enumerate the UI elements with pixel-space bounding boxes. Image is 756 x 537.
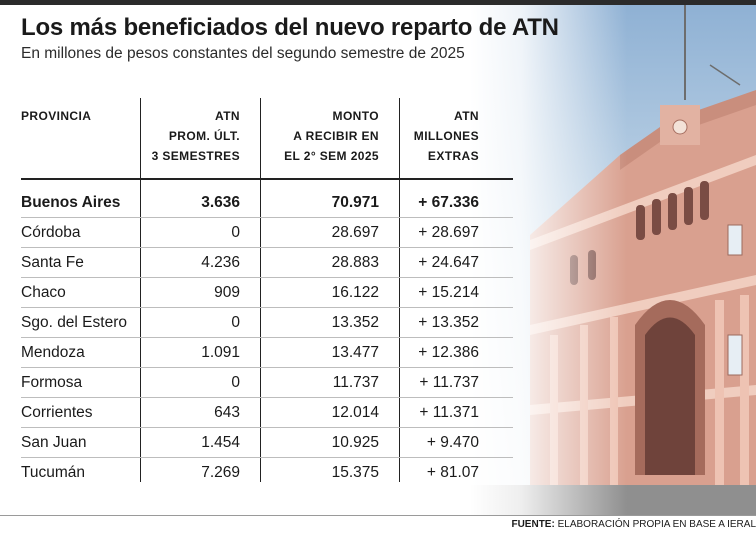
page-title: Los más beneficiados del nuevo reparto d… [21, 14, 559, 41]
cell-atn-prom: 909 [214, 284, 240, 301]
cell-monto: 11.737 [332, 374, 379, 391]
cell-extras: + 81.07 [426, 464, 479, 481]
header-line: PROVINCIA [21, 109, 92, 123]
cell-atn-prom: 1.091 [201, 344, 240, 361]
top-rule [0, 0, 756, 5]
table-row: Mendoza 1.091 13.477 + 12.386 [21, 338, 513, 368]
header-line: A RECIBIR EN [293, 129, 379, 143]
cell-provincia: Corrientes [21, 404, 93, 421]
header-provincia: PROVINCIA [21, 98, 136, 186]
column-divider [260, 98, 261, 482]
column-divider [399, 98, 400, 482]
table-row: San Juan 1.454 10.925 + 9.470 [21, 428, 513, 458]
source-label: FUENTE: [511, 519, 555, 530]
cell-provincia: Chaco [21, 284, 66, 301]
cell-extras: + 28.697 [418, 224, 479, 241]
cell-monto: 13.477 [331, 344, 379, 361]
table-row: Chaco 909 16.122 + 15.214 [21, 278, 513, 308]
table-row: Tucumán 7.269 15.375 + 81.07 [21, 458, 513, 488]
row-rule [21, 217, 513, 218]
row-rule [21, 277, 513, 278]
cell-extras: + 67.336 [418, 194, 479, 211]
header-rule [21, 178, 513, 180]
cell-extras: + 13.352 [418, 314, 479, 331]
cell-extras: + 11.737 [419, 374, 479, 391]
cell-atn-prom: 7.269 [201, 464, 240, 481]
table-row: Córdoba 0 28.697 + 28.697 [21, 218, 513, 248]
cell-monto: 12.014 [331, 404, 379, 421]
cell-extras: + 15.214 [418, 284, 479, 301]
cell-monto: 16.122 [331, 284, 379, 301]
cell-monto: 13.352 [331, 314, 379, 331]
cell-monto: 10.925 [331, 434, 379, 451]
table-row: Buenos Aires 3.636 70.971 + 67.336 [21, 188, 513, 218]
cell-provincia: Mendoza [21, 344, 85, 361]
cell-provincia: Buenos Aires [21, 194, 121, 211]
header-line: ATN [215, 109, 240, 123]
row-rule [21, 397, 513, 398]
row-rule [21, 367, 513, 368]
photo-fade-overlay [470, 5, 756, 515]
cell-atn-prom: 0 [231, 374, 240, 391]
cell-provincia: Tucumán [21, 464, 86, 481]
cell-monto: 70.971 [331, 194, 379, 211]
header-monto: MONTO A RECIBIR EN EL 2° SEM 2025 [261, 98, 379, 186]
cell-provincia: Córdoba [21, 224, 81, 241]
cell-provincia: Formosa [21, 374, 83, 391]
header-line: MILLONES [413, 129, 479, 143]
header-atn-prom: ATN PROM. ÚLT. 3 SEMESTRES [141, 98, 240, 186]
cell-atn-prom: 4.236 [201, 254, 240, 271]
page-subtitle: En millones de pesos constantes del segu… [21, 45, 465, 62]
cell-atn-prom: 0 [231, 224, 240, 241]
cell-provincia: Sgo. del Estero [21, 314, 127, 331]
cell-monto: 28.697 [331, 224, 379, 241]
cell-provincia: San Juan [21, 434, 87, 451]
column-divider [140, 98, 141, 482]
header-line: MONTO [332, 109, 379, 123]
cell-provincia: Santa Fe [21, 254, 84, 271]
bottom-rule [0, 515, 756, 516]
header-atn-extras: ATN MILLONES EXTRAS [400, 98, 479, 186]
table-row: Santa Fe 4.236 28.883 + 24.647 [21, 248, 513, 278]
building-photo [470, 5, 756, 515]
table-row: Corrientes 643 12.014 + 11.371 [21, 398, 513, 428]
header-line: ATN [454, 109, 479, 123]
cell-atn-prom: 0 [231, 314, 240, 331]
header-line: EXTRAS [427, 149, 479, 163]
header-line: PROM. ÚLT. [168, 129, 240, 143]
cell-atn-prom: 643 [214, 404, 240, 421]
header-line: 3 SEMESTRES [151, 149, 240, 163]
cell-extras: + 11.371 [419, 404, 479, 421]
cell-monto: 15.375 [331, 464, 379, 481]
table-row: Formosa 0 11.737 + 11.737 [21, 368, 513, 398]
cell-atn-prom: 3.636 [201, 194, 240, 211]
row-rule [21, 457, 513, 458]
header-line: EL 2° SEM 2025 [284, 149, 379, 163]
cell-extras: + 24.647 [418, 254, 479, 271]
row-rule [21, 307, 513, 308]
row-rule [21, 247, 513, 248]
row-rule [21, 337, 513, 338]
cell-extras: + 9.470 [426, 434, 479, 451]
cell-atn-prom: 1.454 [201, 434, 240, 451]
cell-extras: + 12.386 [418, 344, 479, 361]
source-text: ELABORACIÓN PROPIA EN BASE A IERAL [554, 519, 756, 530]
cell-monto: 28.883 [331, 254, 379, 271]
row-rule [21, 427, 513, 428]
source-note: FUENTE: ELABORACIÓN PROPIA EN BASE A IER… [511, 519, 756, 530]
table-row: Sgo. del Estero 0 13.352 + 13.352 [21, 308, 513, 338]
